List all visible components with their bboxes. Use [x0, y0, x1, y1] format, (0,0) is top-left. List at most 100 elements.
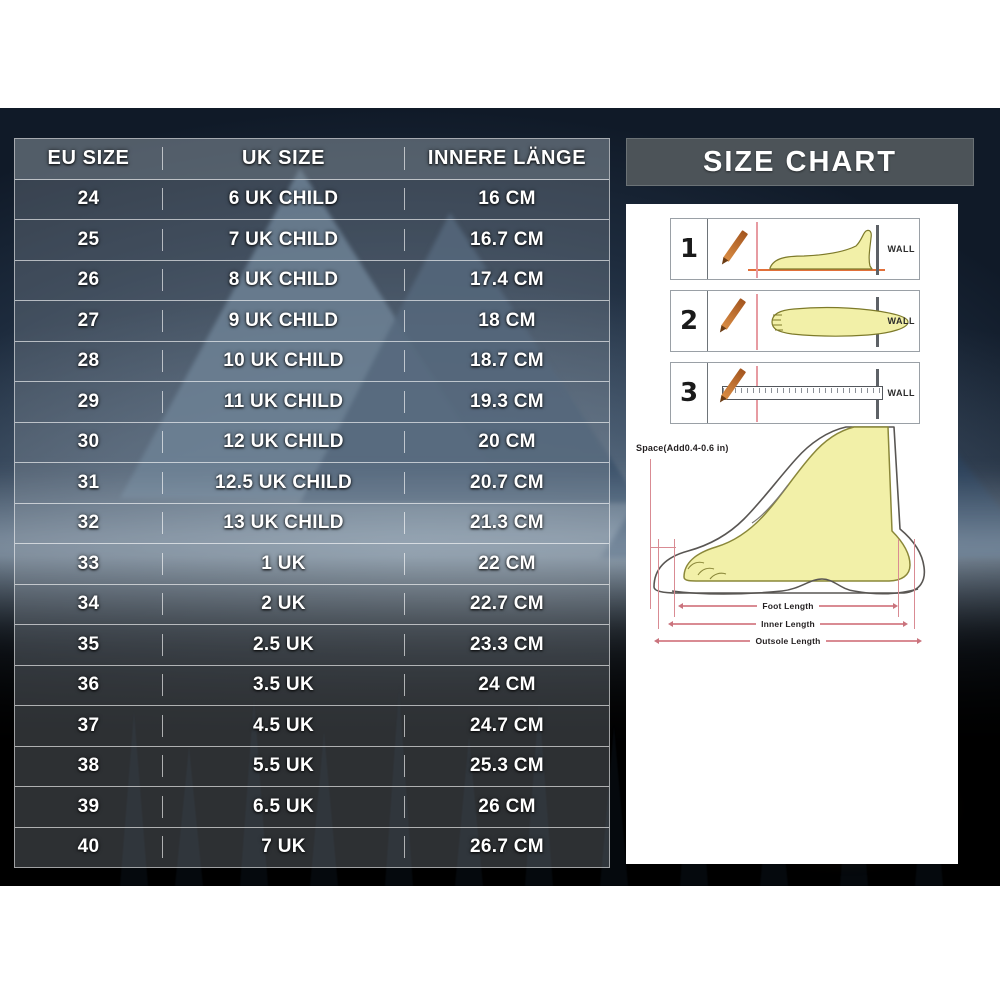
- tree-silhouette: [455, 736, 483, 886]
- cell-inner-length: 19.3 CM: [470, 390, 544, 412]
- table-row: 24 6 UK CHILD 16 CM: [15, 180, 609, 220]
- cell-eu-size: 36: [15, 674, 163, 697]
- size-table: EU SIZE UK SIZE INNERE LÄNGE 24 6 UK CHI…: [14, 138, 610, 868]
- step-number: 1: [671, 219, 708, 279]
- dimension-inner-length: Inner Length: [668, 619, 908, 629]
- wall-label: WALL: [887, 316, 915, 326]
- tree-silhouette: [310, 731, 338, 886]
- size-chart-panel: SIZE CHART 1 WALL: [624, 138, 976, 868]
- foot-shoe-illustration: [653, 426, 926, 595]
- dimension-line: [659, 640, 751, 642]
- red-guide-line: [756, 294, 758, 350]
- cell-inner-length: 18.7 CM: [470, 350, 544, 372]
- cell-inner-length: 20.7 CM: [470, 471, 544, 493]
- size-chart-title: SIZE CHART: [703, 145, 897, 178]
- table-row: 34 2 UK 22.7 CM: [15, 585, 609, 625]
- measuring-step-1: 1 WALL: [670, 218, 920, 280]
- cell-inner-length: 16 CM: [478, 188, 536, 210]
- outsole-length-label: Outsole Length: [755, 636, 821, 646]
- cell-eu-size: 39: [15, 795, 163, 818]
- arrow-right-icon: [917, 638, 923, 644]
- cell-inner-length: 16.7 CM: [470, 228, 544, 250]
- space-tick: [650, 547, 676, 549]
- cell-uk-size: 1 UK: [163, 552, 405, 575]
- mountain-peak-center: [300, 213, 640, 503]
- cell-inner-length: 22 CM: [478, 552, 536, 574]
- foot-length-label: Foot Length: [762, 601, 814, 611]
- wall-label: WALL: [887, 244, 915, 254]
- measuring-instructions-card: 1 WALL 2: [626, 204, 958, 864]
- cell-eu-size: 28: [15, 350, 163, 373]
- inner-length-label: Inner Length: [761, 619, 815, 629]
- cell-eu-size: 26: [15, 269, 163, 292]
- cell-uk-size: 6 UK CHILD: [163, 188, 405, 211]
- cell-inner-length: 23.3 CM: [470, 633, 544, 655]
- table-row: 32 13 UK CHILD 21.3 CM: [15, 504, 609, 544]
- tree-silhouette: [240, 696, 268, 886]
- dimension-tick-right-outer: [914, 539, 916, 629]
- arrow-left-icon: [668, 621, 673, 627]
- cell-inner-length: 24.7 CM: [470, 714, 544, 736]
- cell-uk-size: 6.5 UK: [163, 795, 405, 818]
- table-row: 29 11 UK CHILD 19.3 CM: [15, 382, 609, 423]
- column-header-inner-length: INNERE LÄNGE: [427, 147, 587, 170]
- cell-uk-size: 7 UK CHILD: [163, 228, 405, 251]
- cell-inner-length: 24 CM: [478, 674, 536, 696]
- table-row: 26 8 UK CHILD 17.4 CM: [15, 261, 609, 301]
- pencil-icon: [720, 298, 747, 330]
- cell-eu-size: 33: [15, 552, 163, 575]
- step-1-illustration: WALL: [708, 219, 919, 279]
- cell-inner-length: 17.4 CM: [470, 269, 544, 291]
- step-number: 3: [671, 363, 708, 423]
- table-row: 30 12 UK CHILD 20 CM: [15, 423, 609, 463]
- cell-uk-size: 8 UK CHILD: [163, 269, 405, 292]
- wall-line: [876, 225, 879, 275]
- dimension-tick-right-inner: [898, 539, 900, 617]
- cell-inner-length: 21.3 CM: [470, 512, 544, 534]
- table-row: 28 10 UK CHILD 18.7 CM: [15, 342, 609, 382]
- cell-uk-size: 10 UK CHILD: [163, 350, 405, 373]
- step-2-illustration: WALL: [708, 291, 919, 351]
- cell-eu-size: 24: [15, 188, 163, 211]
- dimension-line: [818, 605, 894, 607]
- foot-and-shoe-diagram: Space(Add0.4-0.6 in) Foot Length: [632, 419, 952, 659]
- cell-uk-size: 11 UK CHILD: [163, 390, 405, 413]
- cell-uk-size: 12 UK CHILD: [163, 431, 405, 454]
- dimension-line: [819, 623, 903, 625]
- table-row: 27 9 UK CHILD 18 CM: [15, 301, 609, 342]
- cell-uk-size: 3.5 UK: [163, 674, 405, 697]
- cell-inner-length: 26.7 CM: [470, 836, 544, 858]
- tree-silhouette: [175, 746, 203, 886]
- cell-eu-size: 34: [15, 593, 163, 616]
- table-row: 35 2.5 UK 23.3 CM: [15, 625, 609, 666]
- table-row: 39 6.5 UK 26 CM: [15, 787, 609, 828]
- tree-silhouette: [525, 701, 553, 886]
- table-row: 25 7 UK CHILD 16.7 CM: [15, 220, 609, 261]
- ruler-icon: [722, 386, 883, 400]
- dimension-tick-left-outer: [658, 539, 660, 629]
- table-row: 37 4.5 UK 24.7 CM: [15, 706, 609, 747]
- foot-side-view-icon: [769, 229, 873, 270]
- pencil-icon: [722, 230, 749, 262]
- measuring-step-2: 2 WALL: [670, 290, 920, 352]
- cell-eu-size: 25: [15, 228, 163, 251]
- cell-uk-size: 2.5 UK: [163, 633, 405, 656]
- arrow-left-icon: [678, 603, 683, 609]
- column-header-uk-size: UK SIZE: [163, 147, 405, 171]
- size-chart-title-bar: SIZE CHART: [626, 138, 974, 186]
- cell-uk-size: 12.5 UK CHILD: [163, 471, 405, 494]
- red-guide-line: [756, 222, 758, 278]
- step-number: 2: [671, 291, 708, 351]
- tree-silhouette: [120, 711, 148, 886]
- cell-inner-length: 22.7 CM: [470, 593, 544, 615]
- cell-eu-size: 35: [15, 633, 163, 656]
- cell-eu-size: 37: [15, 714, 163, 737]
- cell-uk-size: 5.5 UK: [163, 755, 405, 778]
- cell-inner-length: 26 CM: [478, 795, 536, 817]
- dimension-outsole-length: Outsole Length: [654, 636, 923, 646]
- tree-silhouette: [600, 726, 628, 886]
- table-header-row: EU SIZE UK SIZE INNERE LÄNGE: [15, 139, 609, 180]
- dimension-line: [673, 623, 757, 625]
- cell-inner-length: 18 CM: [478, 309, 536, 331]
- dimension-foot-length: Foot Length: [678, 601, 899, 611]
